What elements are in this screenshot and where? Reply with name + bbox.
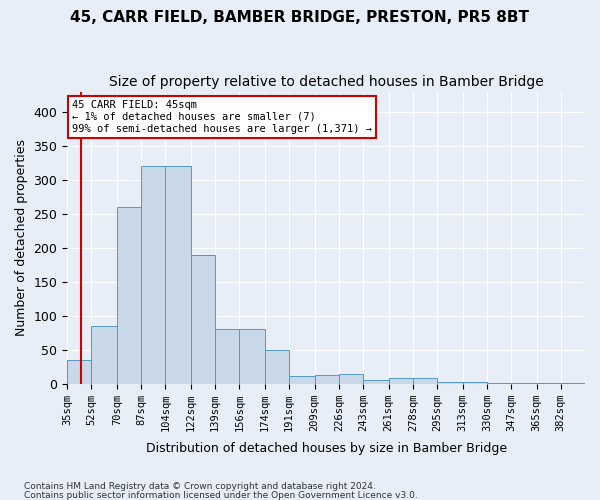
Bar [265, 350, 289, 384]
Bar [191, 254, 215, 384]
Bar [536, 383, 561, 384]
Bar [117, 207, 141, 384]
Bar [389, 378, 413, 384]
Bar [314, 375, 339, 384]
Bar [91, 326, 117, 384]
Bar [511, 383, 536, 384]
Bar [166, 166, 191, 384]
Bar [487, 383, 511, 384]
Bar [437, 382, 463, 384]
Text: Contains public sector information licensed under the Open Government Licence v3: Contains public sector information licen… [24, 490, 418, 500]
Bar [215, 330, 239, 384]
Bar [561, 383, 585, 384]
Bar [239, 330, 265, 384]
Bar [363, 380, 389, 384]
Text: 45 CARR FIELD: 45sqm
← 1% of detached houses are smaller (7)
99% of semi-detache: 45 CARR FIELD: 45sqm ← 1% of detached ho… [73, 100, 373, 134]
Bar [413, 378, 437, 384]
Bar [289, 376, 314, 384]
Y-axis label: Number of detached properties: Number of detached properties [15, 139, 28, 336]
Text: 45, CARR FIELD, BAMBER BRIDGE, PRESTON, PR5 8BT: 45, CARR FIELD, BAMBER BRIDGE, PRESTON, … [71, 10, 530, 25]
Text: Contains HM Land Registry data © Crown copyright and database right 2024.: Contains HM Land Registry data © Crown c… [24, 482, 376, 491]
X-axis label: Distribution of detached houses by size in Bamber Bridge: Distribution of detached houses by size … [146, 442, 506, 455]
Bar [339, 374, 363, 384]
Bar [463, 382, 487, 384]
Bar [141, 166, 166, 384]
Title: Size of property relative to detached houses in Bamber Bridge: Size of property relative to detached ho… [109, 75, 544, 89]
Bar [67, 360, 91, 384]
